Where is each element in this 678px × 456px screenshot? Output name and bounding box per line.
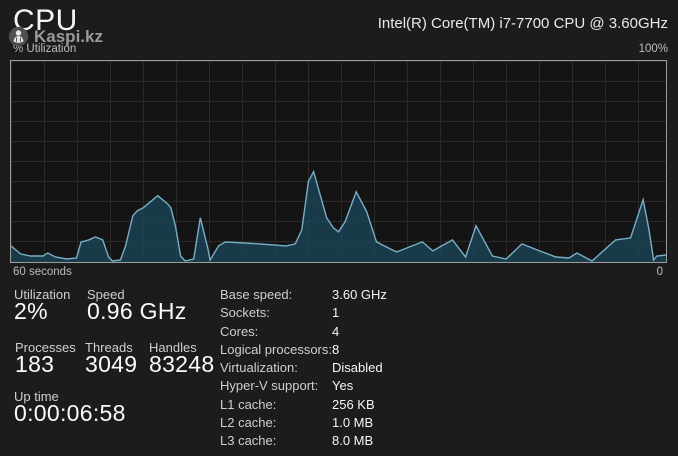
spec-row: Logical processors: 8 [220, 342, 387, 360]
spec-row: L2 cache: 1.0 MB [220, 415, 387, 433]
speed-value: 0.96 GHz [87, 298, 187, 324]
spec-row: Sockets: 1 [220, 305, 387, 323]
uptime-label: Up time [14, 389, 59, 404]
utilization-area-fill [11, 171, 666, 262]
spec-value: Yes [332, 378, 354, 394]
chart-x-right-label: 0 [656, 266, 663, 278]
threads-value: 3049 [85, 351, 138, 377]
watermark-text: Kaspi.kz [34, 26, 103, 46]
processes-value: 183 [15, 351, 55, 377]
spec-label: L3 cache: [220, 433, 277, 449]
utilization-label: Utilization [14, 287, 71, 302]
chart-y-max-label: 100% [638, 43, 668, 55]
spec-row: Hyper-V support: Yes [220, 378, 387, 396]
cpu-utilization-chart[interactable] [10, 60, 667, 263]
spec-value: 3.60 GHz [332, 287, 387, 302]
spec-row: Virtualization: Disabled [220, 360, 387, 378]
chart-x-left-label: 60 seconds [13, 266, 72, 278]
spec-row: Base speed: 3.60 GHz [220, 287, 387, 305]
spec-value: Disabled [332, 360, 383, 376]
spec-row: Cores: 4 [220, 324, 387, 342]
kaspi-logo-icon [8, 26, 29, 47]
spec-value: 4 [332, 323, 340, 339]
spec-value: 1.0 MB [332, 415, 374, 431]
threads-label: Threads [85, 340, 133, 355]
spec-label: Base speed: [220, 287, 293, 302]
spec-label: Virtualization: [220, 360, 298, 376]
spec-label: Sockets: [220, 305, 270, 321]
handles-value: 83248 [149, 351, 215, 377]
kaspi-watermark: Kaspi.kz [8, 26, 103, 47]
spec-label: L1 cache: [220, 396, 277, 412]
spec-label: L2 cache: [220, 415, 277, 431]
cpu-spec-list: Base speed: 3.60 GHz Sockets: 1 Cores: 4 Logic… [220, 287, 387, 452]
spec-value: 8.0 MB [332, 433, 374, 449]
processes-label: Processes [15, 340, 76, 355]
utilization-line [11, 172, 666, 261]
chart-y-axis-label: % Utilization [13, 43, 77, 55]
spec-label: Logical processors: [220, 341, 332, 357]
spec-row: L3 cache: 8.0 MB [220, 433, 387, 451]
spec-value: 8 [332, 341, 340, 357]
cpu-model-name: Intel(R) Core(TM) i7-7700 CPU @ 3.60GHz [377, 15, 668, 32]
handles-label: Handles [149, 340, 197, 355]
cpu-utilization-graph [11, 61, 666, 262]
uptime-value: 0:00:06:58 [14, 400, 126, 426]
spec-value: 256 KB [332, 396, 375, 412]
utilization-value: 2% [14, 298, 48, 324]
spec-row: L1 cache: 256 KB [220, 397, 387, 415]
spec-value: 1 [332, 305, 340, 321]
spec-label: Cores: [220, 323, 259, 339]
speed-label: Speed [87, 287, 125, 302]
spec-label: Hyper-V support: [220, 378, 319, 394]
